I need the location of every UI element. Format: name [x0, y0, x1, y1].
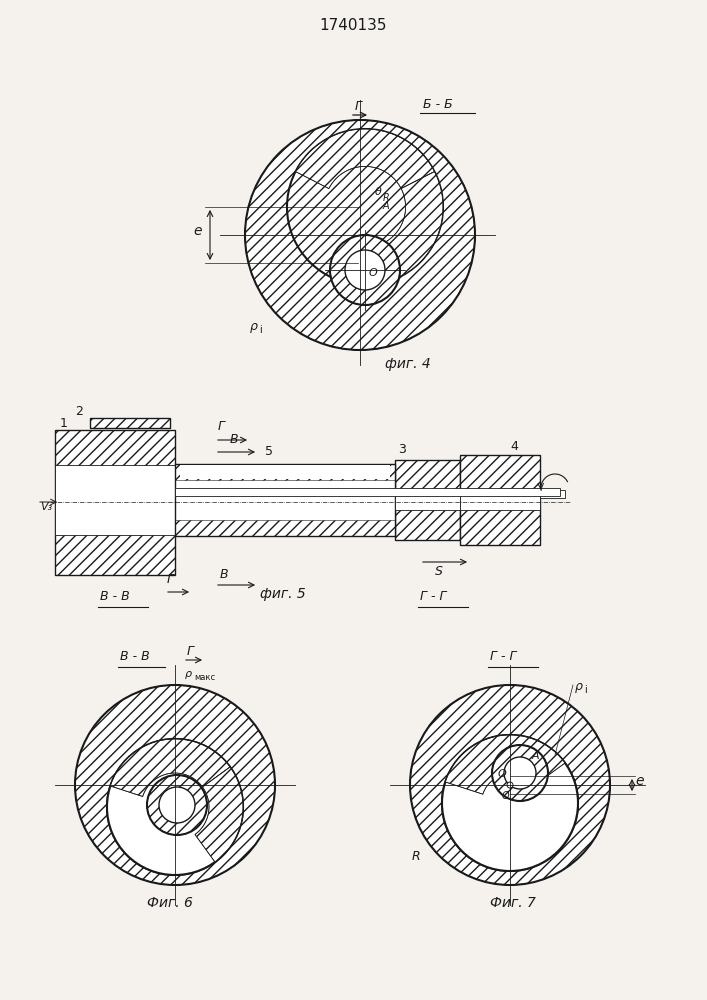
Bar: [460, 490, 540, 510]
Text: θ: θ: [375, 187, 382, 197]
Text: R: R: [412, 850, 421, 863]
Text: фиг. 5: фиг. 5: [260, 587, 305, 601]
Text: i: i: [584, 685, 587, 695]
Circle shape: [504, 757, 536, 789]
Bar: [90, 418, 170, 428]
Text: 1: 1: [60, 417, 68, 430]
Text: Г: Г: [218, 420, 225, 433]
Text: V₃: V₃: [40, 502, 52, 512]
Circle shape: [442, 735, 578, 871]
Circle shape: [107, 739, 243, 875]
Circle shape: [507, 782, 513, 788]
Bar: [395, 460, 460, 540]
Bar: [175, 464, 395, 480]
Text: e: e: [194, 224, 202, 238]
Text: Г - Г: Г - Г: [490, 650, 517, 663]
Text: ρ: ρ: [185, 669, 192, 679]
Text: В: В: [220, 568, 228, 581]
Text: Г - Г: Г - Г: [420, 590, 447, 603]
Polygon shape: [296, 129, 435, 189]
Text: R: R: [383, 193, 390, 203]
Bar: [55, 430, 175, 575]
Text: O: O: [502, 791, 510, 801]
Circle shape: [345, 250, 385, 290]
Text: Фиг. 6: Фиг. 6: [147, 896, 193, 910]
Polygon shape: [383, 172, 443, 276]
Text: В - В: В - В: [120, 650, 150, 663]
Text: Г: Г: [354, 100, 361, 113]
Text: S: S: [435, 565, 443, 578]
Polygon shape: [445, 735, 565, 794]
Text: A: A: [532, 751, 539, 761]
Circle shape: [75, 685, 275, 885]
Bar: [175, 464, 395, 536]
Bar: [460, 455, 540, 545]
Text: 2: 2: [75, 405, 83, 418]
Bar: [55, 465, 175, 535]
Text: A: A: [383, 201, 390, 211]
Circle shape: [245, 120, 475, 350]
Polygon shape: [110, 742, 240, 872]
Text: e: e: [636, 774, 644, 788]
Text: 3: 3: [398, 443, 406, 456]
Text: O: O: [369, 268, 378, 278]
Circle shape: [330, 235, 400, 305]
Text: фиг. 4: фиг. 4: [385, 357, 431, 371]
Bar: [395, 490, 460, 510]
Circle shape: [287, 129, 443, 285]
Text: Фиг. 7: Фиг. 7: [490, 896, 536, 910]
Bar: [180, 465, 390, 479]
Text: Б - Б: Б - Б: [423, 98, 452, 111]
Polygon shape: [445, 738, 575, 868]
Text: 1740135: 1740135: [320, 18, 387, 33]
Text: ρ: ρ: [575, 680, 583, 693]
Text: ρ: ρ: [250, 320, 258, 333]
Circle shape: [442, 735, 578, 871]
Text: i: i: [259, 325, 262, 335]
Bar: [540, 490, 565, 498]
Text: O: O: [498, 769, 507, 779]
Circle shape: [159, 787, 195, 823]
Circle shape: [410, 685, 610, 885]
Circle shape: [147, 775, 207, 835]
Text: В: В: [230, 433, 239, 446]
Text: 5: 5: [265, 445, 273, 458]
Text: В - В: В - В: [100, 590, 130, 603]
Bar: [90, 418, 170, 428]
Bar: [395, 460, 460, 540]
Bar: [460, 455, 540, 545]
Text: 4: 4: [510, 440, 518, 453]
Polygon shape: [439, 195, 440, 219]
Bar: [175, 488, 560, 496]
Text: макс: макс: [194, 673, 215, 682]
Text: Г: Г: [187, 645, 194, 658]
Circle shape: [492, 745, 548, 801]
Bar: [175, 520, 395, 536]
Circle shape: [107, 739, 243, 875]
Text: Г: Г: [167, 573, 174, 586]
Polygon shape: [110, 739, 230, 796]
Polygon shape: [195, 767, 243, 862]
Bar: [55, 430, 175, 575]
